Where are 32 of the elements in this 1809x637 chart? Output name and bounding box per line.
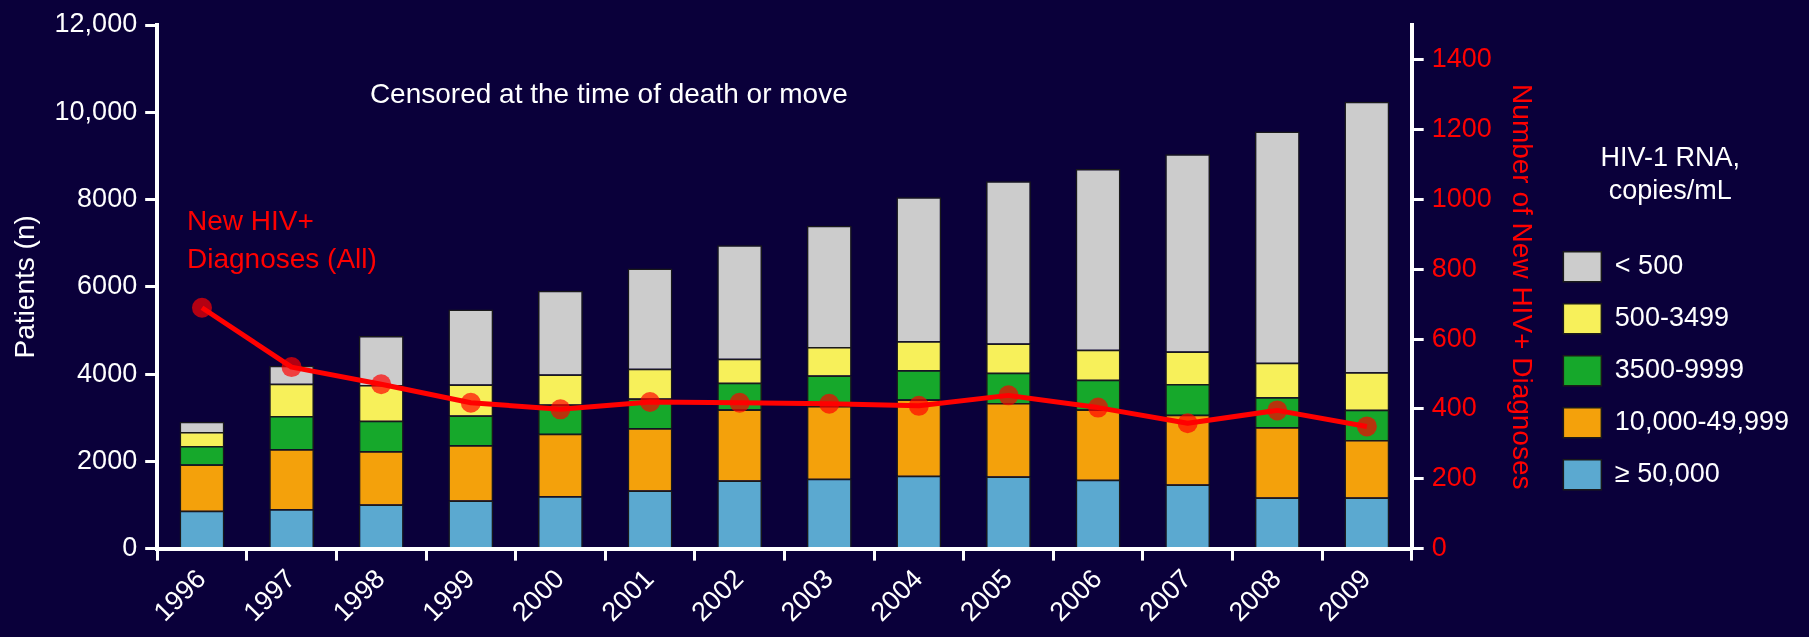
y-tick-label: 10,000 — [54, 95, 138, 126]
y-tick-label: 8000 — [77, 182, 138, 213]
point — [371, 374, 392, 395]
legend-label: 10,000-49,999 — [1614, 406, 1789, 437]
point — [1088, 397, 1109, 418]
legend-label: < 500 — [1614, 250, 1684, 281]
y2-tick-label: 1000 — [1431, 182, 1492, 213]
legend-label: 3500-9999 — [1614, 354, 1744, 385]
y-tick-label: 12,000 — [54, 8, 138, 39]
point — [908, 395, 929, 416]
annotation: Censored at the time of death or move — [369, 77, 848, 109]
y-tick-label: 2000 — [77, 444, 138, 475]
y2-tick-label: 400 — [1431, 392, 1477, 423]
y2-tick-label: 600 — [1431, 322, 1477, 353]
y-tick-label: 4000 — [77, 357, 138, 388]
point — [1177, 413, 1198, 434]
point — [191, 297, 212, 318]
point — [281, 357, 302, 378]
y2-axis-title: Number of New HIV+ Diagnoses — [1506, 84, 1538, 490]
series-label: New HIV+ Diagnoses (All) — [186, 204, 377, 274]
y-axis-title: Patients (n) — [8, 215, 40, 359]
y2-tick-label: 1400 — [1431, 43, 1492, 74]
y-tick-label: 0 — [122, 532, 138, 563]
point — [819, 393, 840, 414]
y2-tick-label: 800 — [1431, 252, 1477, 283]
y2-tick-label: 200 — [1431, 462, 1477, 493]
y2-tick-label: 1200 — [1431, 113, 1492, 144]
y2-tick-label: 0 — [1431, 532, 1447, 563]
legend-label: 500-3499 — [1614, 302, 1729, 333]
legend-title: HIV-1 RNA, copies/mL — [1600, 142, 1740, 205]
y-tick-label: 6000 — [77, 270, 138, 301]
legend-label: ≥ 50,000 — [1614, 458, 1720, 489]
